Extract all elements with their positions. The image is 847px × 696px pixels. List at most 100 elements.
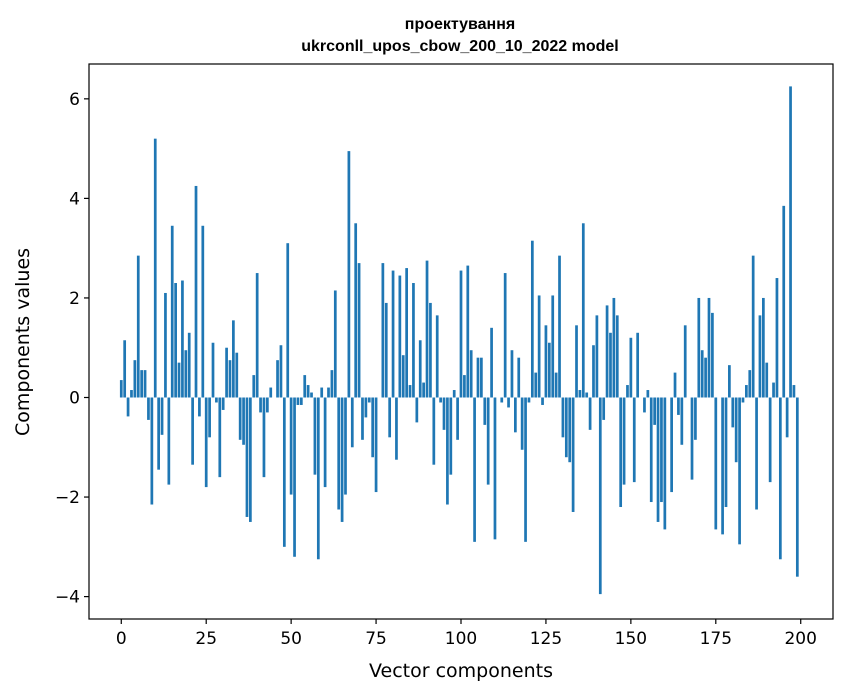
- bar-173: [707, 297, 711, 398]
- bar-32: [228, 360, 232, 398]
- bar-187: [755, 397, 758, 510]
- bar-151: [632, 397, 636, 483]
- bar-71: [361, 397, 364, 440]
- bar-58: [316, 397, 320, 560]
- bar-78: [384, 302, 388, 398]
- bar-139: [592, 345, 595, 398]
- bar-129: [558, 255, 561, 398]
- bar-86: [412, 283, 415, 398]
- bar-39: [252, 375, 256, 398]
- bar-196: [785, 397, 789, 438]
- bar-9: [150, 397, 154, 505]
- bar-136: [581, 223, 585, 398]
- bar-95: [442, 397, 446, 430]
- bar-73: [367, 397, 371, 403]
- bar-57: [313, 397, 317, 475]
- bar-143: [605, 305, 609, 398]
- bar-79: [388, 397, 392, 438]
- bar-series: [119, 86, 799, 595]
- bar-186: [751, 255, 755, 398]
- bar-46: [276, 360, 279, 398]
- bar-160: [663, 397, 667, 530]
- bar-64: [337, 397, 341, 510]
- bar-123: [537, 295, 541, 398]
- bar-193: [775, 278, 779, 398]
- bar-17: [177, 362, 181, 398]
- bar-13: [164, 292, 167, 398]
- bar-198: [792, 385, 796, 398]
- bar-147: [619, 397, 623, 508]
- bar-84: [405, 268, 408, 398]
- bar-188: [758, 315, 762, 398]
- bar-140: [595, 315, 599, 398]
- bar-110: [493, 397, 497, 540]
- bar-142: [602, 397, 606, 420]
- bar-75: [374, 397, 378, 493]
- bar-101: [463, 375, 466, 398]
- bar-22: [194, 185, 198, 398]
- y-tick-label: 4: [69, 189, 80, 209]
- bar-103: [469, 350, 473, 398]
- bar-27: [211, 342, 215, 398]
- bar-183: [741, 397, 745, 403]
- bar-182: [738, 397, 741, 545]
- x-tick-label: 200: [784, 629, 816, 649]
- bar-24: [201, 225, 205, 398]
- bar-121: [530, 240, 534, 398]
- bar-124: [541, 397, 544, 405]
- bar-159: [660, 397, 663, 503]
- x-axis-label: Vector components: [369, 660, 553, 682]
- bar-171: [700, 350, 704, 398]
- bar-72: [364, 397, 368, 418]
- plot-frame: [88, 63, 834, 620]
- bar-158: [656, 397, 660, 522]
- bar-91: [429, 302, 432, 398]
- bar-135: [578, 390, 582, 398]
- bar-85: [408, 385, 412, 398]
- bar-156: [649, 397, 653, 503]
- bar-12: [160, 397, 164, 435]
- bar-180: [731, 397, 735, 428]
- bar-7: [143, 370, 147, 398]
- bar-67: [347, 151, 351, 398]
- bar-0: [119, 380, 123, 398]
- bar-52: [296, 397, 300, 405]
- bar-60: [323, 397, 327, 488]
- bar-18: [181, 280, 184, 398]
- bar-31: [225, 347, 228, 398]
- bar-55: [306, 385, 310, 398]
- bar-130: [561, 397, 565, 438]
- bar-50: [289, 397, 293, 495]
- bar-99: [456, 397, 459, 440]
- bar-63: [333, 290, 337, 398]
- bar-4: [133, 360, 137, 398]
- bar-2: [126, 397, 130, 417]
- x-axis-ticks: 0 25 50 75 100 125 150 175 200: [116, 619, 817, 649]
- bar-48: [282, 397, 286, 547]
- bar-170: [697, 297, 701, 398]
- bar-108: [486, 397, 490, 485]
- bar-152: [636, 332, 640, 398]
- bar-119: [524, 397, 527, 542]
- bar-26: [208, 397, 211, 438]
- bar-6: [140, 370, 144, 398]
- y-tick-label: 0: [69, 388, 80, 408]
- bar-87: [415, 397, 419, 423]
- bar-35: [238, 397, 242, 440]
- bar-181: [734, 397, 738, 463]
- bar-177: [721, 397, 724, 535]
- bar-169: [694, 397, 697, 440]
- bar-133: [571, 397, 575, 512]
- bar-131: [564, 397, 568, 458]
- x-tick-label: 125: [530, 629, 562, 649]
- bar-81: [395, 397, 398, 460]
- bar-1: [123, 340, 127, 398]
- bar-14: [167, 397, 171, 485]
- bar-109: [490, 327, 493, 398]
- bar-40: [255, 273, 259, 398]
- bar-192: [772, 382, 775, 398]
- bar-61: [327, 387, 330, 398]
- bar-34: [235, 352, 239, 398]
- bar-83: [401, 355, 405, 398]
